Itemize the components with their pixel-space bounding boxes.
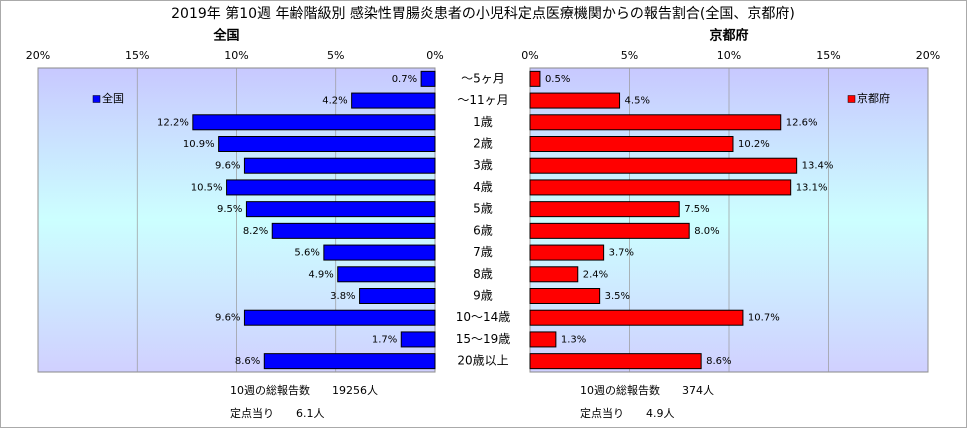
x-tick-label: 0% (426, 49, 443, 62)
value-label: 13.4% (802, 161, 834, 172)
bar (243, 157, 436, 174)
x-tick-label: 20% (916, 49, 940, 62)
bar (529, 331, 557, 348)
bar (529, 179, 792, 196)
value-label: 3.8% (330, 291, 355, 302)
value-label: 4.2% (322, 96, 347, 107)
bar (323, 244, 436, 261)
value-label: 0.7% (392, 74, 417, 85)
bar (351, 92, 436, 109)
category-label: 15～19歳 (456, 332, 511, 346)
category-label: 10～14歳 (456, 310, 511, 324)
x-tick-label: 10% (717, 49, 741, 62)
bar (359, 288, 436, 304)
bar (529, 244, 605, 261)
panel-title: 京都府 (709, 28, 748, 44)
value-label: 8.6% (235, 356, 260, 367)
bar (529, 136, 734, 152)
bar (529, 92, 621, 109)
legend-label: 京都府 (857, 91, 890, 105)
category-label: 3歳 (473, 158, 493, 172)
category-label: 9歳 (473, 289, 493, 303)
bar (529, 70, 541, 87)
value-label: 1.3% (561, 334, 586, 345)
panel-title: 全国 (212, 28, 239, 44)
value-label: 10.5% (191, 182, 223, 193)
category-label: 20歳以上 (457, 354, 508, 368)
value-label: 10.9% (183, 139, 215, 150)
note: 10週の総報告数 374人 (580, 383, 714, 397)
value-label: 4.5% (625, 96, 650, 107)
value-label: 8.0% (694, 226, 719, 237)
value-label: 2.4% (583, 269, 608, 280)
value-label: 3.7% (609, 248, 634, 259)
value-label: 5.6% (294, 248, 319, 259)
legend-marker (92, 95, 101, 103)
bar (529, 157, 798, 174)
bar (529, 266, 579, 283)
note: 定点当り 4.9人 (580, 406, 675, 420)
category-label: ～11ヶ月 (457, 93, 508, 107)
bar (529, 309, 744, 326)
x-tick-label: 10% (224, 49, 248, 62)
value-label: 12.2% (157, 117, 189, 128)
x-tick-label: 15% (125, 49, 149, 62)
bar (400, 331, 436, 348)
value-label: 7.5% (684, 204, 709, 215)
bar (529, 353, 702, 370)
bar (420, 70, 436, 87)
category-label: 6歳 (473, 223, 493, 237)
category-label: 1歳 (473, 115, 493, 129)
category-label: 5歳 (473, 202, 493, 216)
value-label: 12.6% (786, 117, 818, 128)
legend-marker (847, 95, 856, 103)
x-tick-label: 0% (521, 49, 538, 62)
bar (529, 288, 601, 304)
bar (337, 266, 436, 283)
x-tick-label: 5% (327, 49, 344, 62)
category-label: 2歳 (473, 137, 493, 151)
category-label: ～5ヶ月 (461, 71, 505, 85)
chart-title: 2019年 第10週 年齢階級別 感染性胃腸炎患者の小児科定点医療機関からの報告… (171, 5, 795, 22)
value-label: 0.5% (545, 74, 570, 85)
legend-label: 全国 (102, 91, 124, 105)
value-label: 10.2% (738, 139, 770, 150)
bar (271, 222, 436, 239)
bar (192, 114, 436, 131)
bar (529, 222, 690, 239)
value-label: 9.6% (215, 313, 240, 324)
value-label: 3.5% (605, 291, 630, 302)
note: 定点当り 6.1人 (230, 406, 325, 420)
value-label: 4.9% (308, 269, 333, 280)
x-tick-label: 5% (621, 49, 638, 62)
bar (243, 309, 436, 326)
x-tick-label: 20% (26, 49, 50, 62)
bar (226, 179, 436, 196)
bar (218, 136, 436, 152)
value-label: 1.7% (372, 334, 397, 345)
category-label: 4歳 (473, 180, 493, 194)
value-label: 8.6% (706, 356, 731, 367)
value-label: 10.7% (748, 313, 780, 324)
category-label: 7歳 (473, 245, 493, 259)
value-label: 9.6% (215, 161, 240, 172)
note: 10週の総報告数 19256人 (230, 383, 378, 397)
value-label: 13.1% (796, 182, 828, 193)
value-label: 9.5% (217, 204, 242, 215)
bar (529, 201, 680, 218)
bar (245, 201, 436, 218)
bar (263, 353, 436, 370)
bar (529, 114, 782, 131)
value-label: 8.2% (243, 226, 268, 237)
category-label: 8歳 (473, 267, 493, 281)
x-tick-label: 15% (816, 49, 840, 62)
